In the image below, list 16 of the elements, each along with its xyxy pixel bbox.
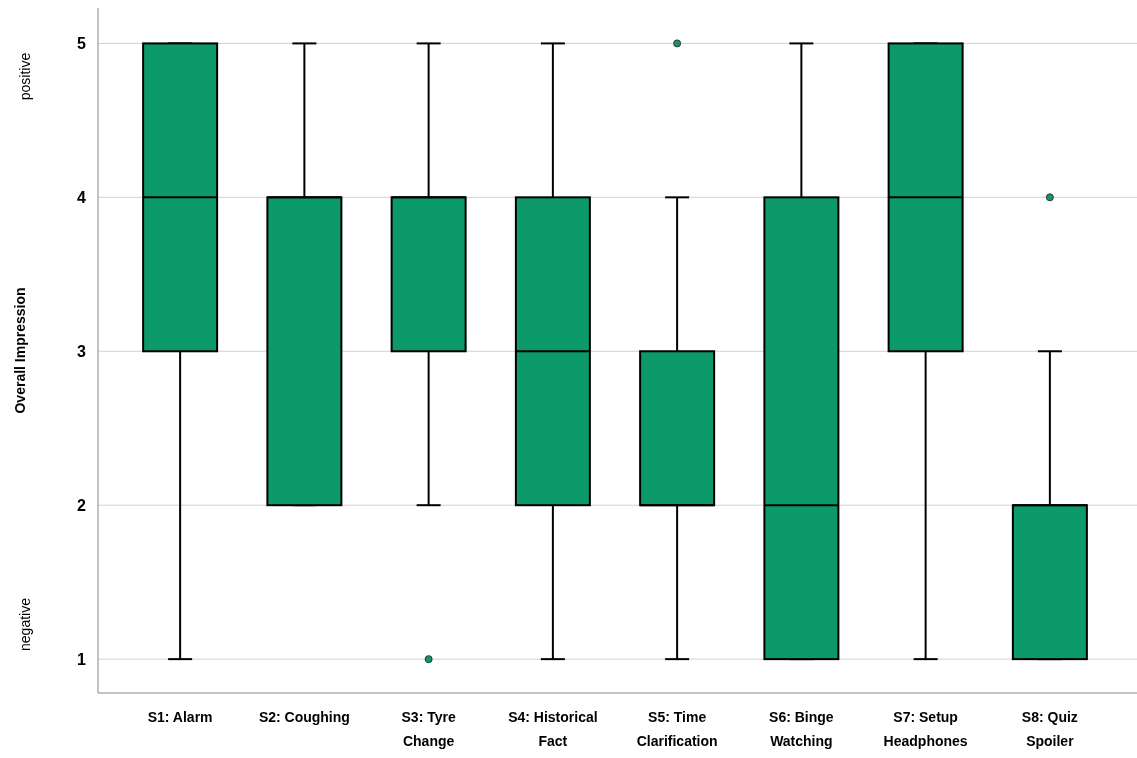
y-tick-label: 2	[77, 496, 87, 514]
y-axis-title: Overall Impression	[12, 287, 28, 414]
y-tick-label: 5	[77, 35, 87, 52]
x-tick-label: S4: Historical Fact	[508, 709, 598, 749]
text: positive	[17, 52, 33, 101]
y-tick-label: 4	[77, 188, 87, 206]
x-tick-label: S8: Quiz Spoiler	[1021, 709, 1078, 749]
y-tick-label: 3	[77, 342, 87, 360]
x-tick-label: S5: Time Clarification	[636, 709, 718, 749]
x-tick-label: S6: Binge Watching	[769, 709, 834, 749]
text: negative	[17, 597, 33, 651]
x-tick-label: S7: Setup Headphones	[883, 709, 968, 749]
x-tick-label: S2: Coughing	[258, 709, 350, 725]
y-tick-label: 1	[77, 650, 87, 668]
x-tick-label: S1: Alarm	[147, 709, 213, 725]
x-tick-label: S3: Tyre Change	[401, 709, 456, 749]
